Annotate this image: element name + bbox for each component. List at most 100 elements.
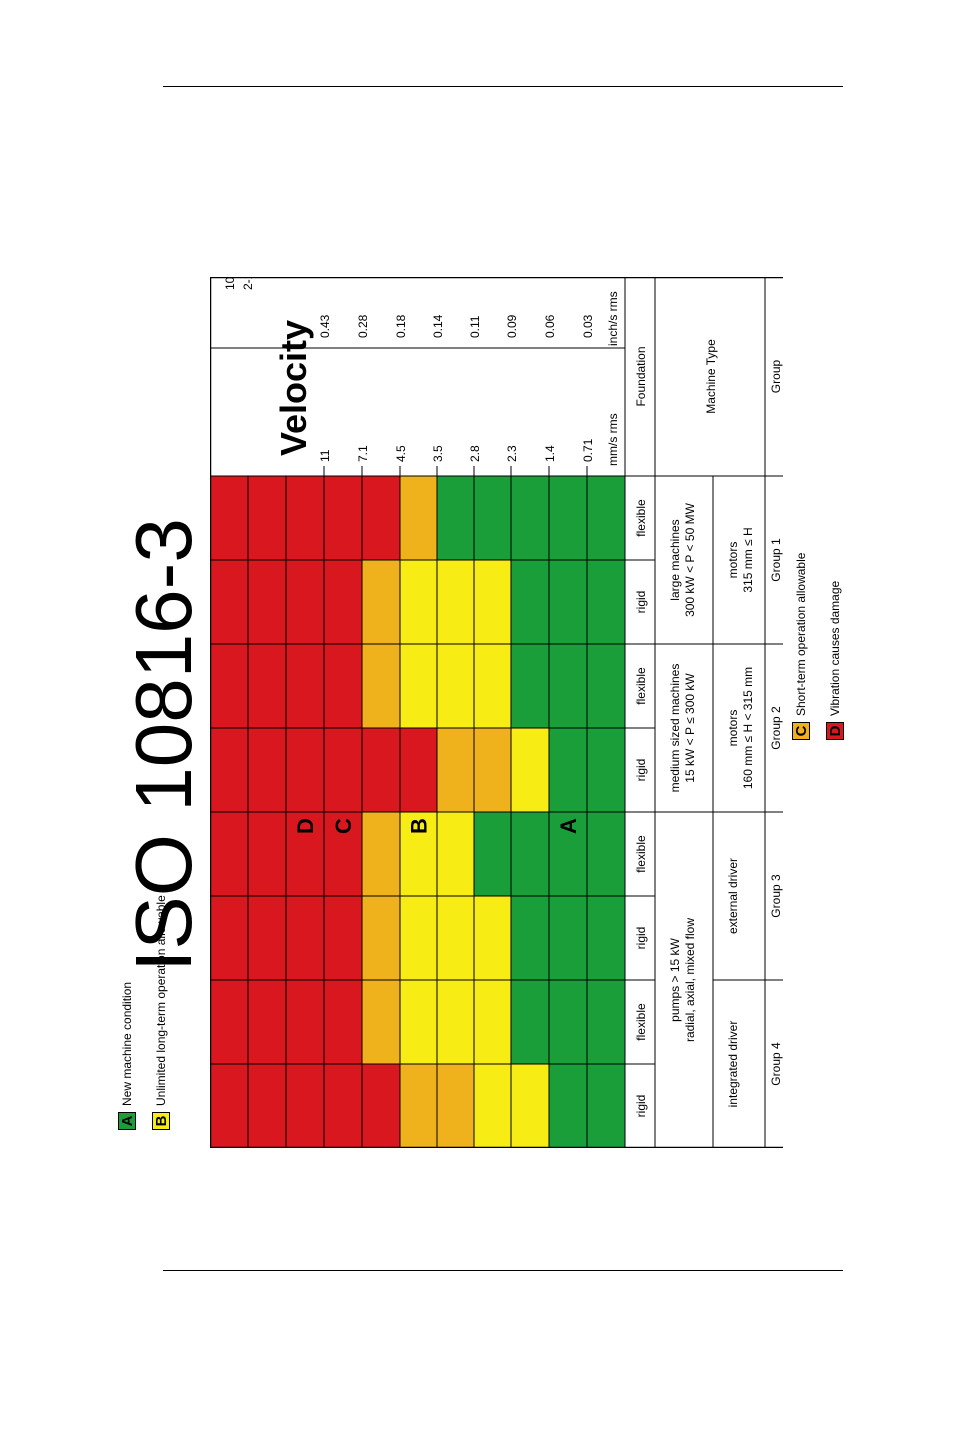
zone-cell (399, 979, 438, 1065)
zone-cell (285, 895, 325, 981)
zone-cell (436, 643, 475, 729)
zone-cell (510, 811, 550, 897)
zone-cell (323, 643, 363, 729)
zone-cell (361, 895, 401, 981)
zone-cell (323, 727, 363, 813)
zone-letter-a: A (556, 818, 581, 834)
zone-cell (586, 979, 626, 1065)
zone-cell (361, 643, 401, 729)
legend-item-b: B Unlimited long-term operation allowable (152, 895, 170, 1430)
driver-label: integrated driver (726, 1021, 740, 1108)
zone-cell (247, 1063, 287, 1148)
zone-cell (210, 475, 249, 561)
zone-cell (361, 811, 401, 897)
zone-cell (210, 1063, 249, 1148)
footer-rule (163, 1270, 843, 1271)
zone-cell (210, 643, 249, 729)
zone-cell (247, 727, 287, 813)
group-label: Group 2 (769, 706, 783, 750)
zone-cell (548, 979, 588, 1065)
zone-cell (399, 475, 438, 561)
zone-cell (473, 559, 512, 645)
machine-type-label: 15 kW < P ≤ 300 kW (683, 673, 697, 783)
foundation-label: rigid (634, 1095, 648, 1118)
zone-cell (436, 559, 475, 645)
group-label: Group 3 (769, 874, 783, 918)
driver-label: 315 mm ≤ H (741, 527, 755, 592)
zone-cell (210, 727, 249, 813)
legend-item-content: A New machine condition (118, 982, 136, 1130)
zone-cell (473, 895, 512, 981)
zone-cell (473, 1063, 512, 1148)
zone-cell (361, 1063, 401, 1148)
zone-cell (473, 811, 512, 897)
driver-label: motors (726, 542, 740, 579)
zone-cell (510, 727, 550, 813)
zone-cell (510, 475, 550, 561)
group-label: Group 1 (769, 538, 783, 582)
zone-cell (586, 811, 626, 897)
zone-cell (285, 979, 325, 1065)
group-label: Group 4 (769, 1042, 783, 1086)
zone-cell (247, 475, 287, 561)
foundation-label: flexible (634, 835, 648, 873)
zone-cell (399, 895, 438, 981)
header-rule (163, 86, 843, 87)
zone-cell (247, 811, 287, 897)
zone-cell (285, 1063, 325, 1148)
zone-cell (285, 559, 325, 645)
zone-cell (399, 559, 438, 645)
zone-letter-b: B (407, 818, 432, 834)
legend-item-content: B Unlimited long-term operation allowable (152, 895, 170, 1130)
zone-cell (510, 643, 550, 729)
foundation-label: flexible (634, 499, 648, 537)
mm-value: 11 (318, 449, 332, 462)
zone-cell (510, 1063, 550, 1148)
legend-swatch-c: C (792, 722, 810, 740)
frequency-range-line: 10-1000 Hz r > 600 rpm (223, 277, 237, 290)
legend-item-content: C Short-term operation allowable (792, 553, 810, 740)
zone-cell (285, 643, 325, 729)
zone-cell (586, 1063, 626, 1148)
zone-cell (247, 979, 287, 1065)
inch-value: 0.03 (581, 314, 595, 338)
zone-cell (548, 475, 588, 561)
machine-type-label: 300 kW < P < 50 MW (683, 502, 697, 616)
zone-cell (548, 559, 588, 645)
mm-value: 2.3 (505, 445, 519, 462)
zone-cell (548, 1063, 588, 1148)
zone-cell (436, 475, 475, 561)
zone-cell (210, 895, 249, 981)
machine-type-label: radial, axial, mixed flow (683, 918, 697, 1042)
foundation-label: flexible (634, 1003, 648, 1041)
zone-cell (247, 895, 287, 981)
zone-cell (473, 979, 512, 1065)
chart-frame (210, 277, 783, 1148)
legend-item-c: C Short-term operation allowable (792, 553, 810, 1040)
mm-value: 4.5 (394, 445, 408, 462)
velocity-title: Velocity (273, 320, 314, 456)
frequency-range-line: 2-1000 Hz r > 120 rpm (241, 277, 255, 290)
zone-cell (548, 643, 588, 729)
foundation-label: rigid (634, 591, 648, 614)
legend-text: Vibration causes damage (828, 580, 842, 716)
legend-swatch-d: D (826, 722, 844, 740)
zone-cell (510, 895, 550, 981)
mm-value: 2.8 (468, 445, 482, 462)
inch-value: 0.11 (468, 315, 482, 338)
zone-cell (247, 559, 287, 645)
zone-cell (436, 811, 475, 897)
unit-mm-label: mm/s rms (606, 413, 620, 466)
zone-cell (510, 559, 550, 645)
inch-value: 0.28 (356, 314, 370, 338)
zone-cell (586, 895, 626, 981)
inch-value: 0.14 (431, 314, 445, 338)
group-header: Group (769, 360, 783, 394)
machine-type-label: large machines (668, 519, 682, 600)
zone-cell (586, 643, 626, 729)
zone-cell (361, 559, 401, 645)
legend-text: Short-term operation allowable (794, 552, 808, 716)
zone-cell (436, 979, 475, 1065)
zone-cell (361, 979, 401, 1065)
zone-cell (436, 727, 475, 813)
